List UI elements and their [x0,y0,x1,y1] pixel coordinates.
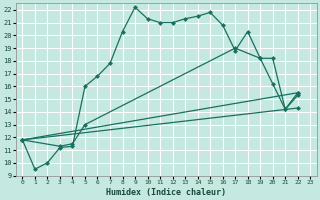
X-axis label: Humidex (Indice chaleur): Humidex (Indice chaleur) [106,188,226,197]
